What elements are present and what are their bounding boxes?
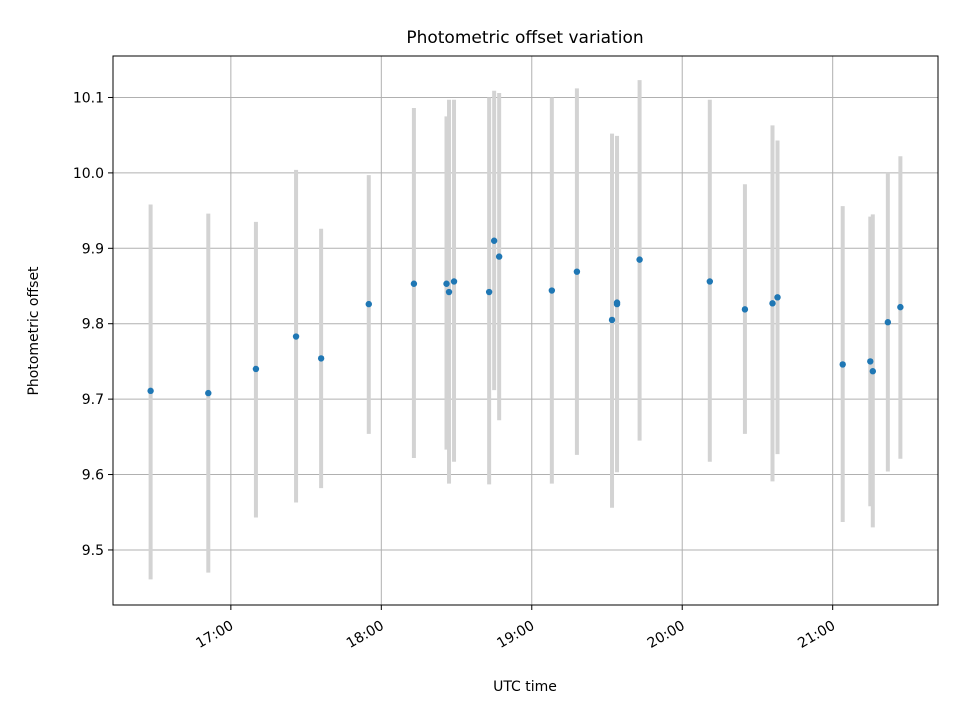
data-point — [445, 288, 453, 296]
grid — [113, 56, 938, 605]
data-point — [147, 387, 154, 395]
data-point — [495, 253, 503, 260]
data-point — [317, 355, 325, 362]
data-points — [147, 237, 904, 397]
y-tick-label: 10.1 — [73, 90, 104, 106]
data-point — [706, 278, 714, 285]
data-point — [573, 268, 581, 275]
data-point — [769, 300, 776, 307]
data-point — [365, 300, 372, 308]
data-point — [636, 256, 643, 263]
data-point — [443, 280, 450, 287]
x-axis-label: UTC time — [493, 679, 557, 695]
data-point — [548, 287, 556, 294]
axes-frame — [112, 55, 939, 606]
data-point — [205, 389, 212, 397]
chart-title: Photometric offset variation — [406, 28, 643, 48]
data-point — [741, 306, 749, 313]
data-point — [410, 280, 418, 287]
data-point — [869, 368, 877, 375]
data-point — [884, 319, 892, 326]
y-tick-label: 9.6 — [82, 468, 104, 484]
y-tick-label: 9.7 — [82, 392, 104, 408]
data-point — [774, 294, 781, 301]
data-point — [897, 303, 904, 311]
y-tick-label: 9.9 — [82, 241, 104, 257]
data-point — [485, 288, 493, 296]
y-tick-label: 10.0 — [73, 166, 104, 182]
data-point — [450, 278, 458, 285]
y-axis-ticks: 9.5 9.6 9.7 9.8 9.9 10.0 10.1 — [73, 90, 113, 559]
data-point — [490, 237, 498, 244]
data-point — [867, 358, 874, 365]
data-point — [252, 365, 260, 373]
data-point — [292, 333, 300, 340]
data-point — [839, 361, 846, 368]
y-tick-label: 9.5 — [82, 543, 104, 559]
y-tick-label: 9.8 — [82, 317, 104, 333]
data-point — [613, 300, 621, 308]
y-axis-label: Photometric offset — [26, 266, 42, 396]
data-point — [608, 316, 616, 324]
